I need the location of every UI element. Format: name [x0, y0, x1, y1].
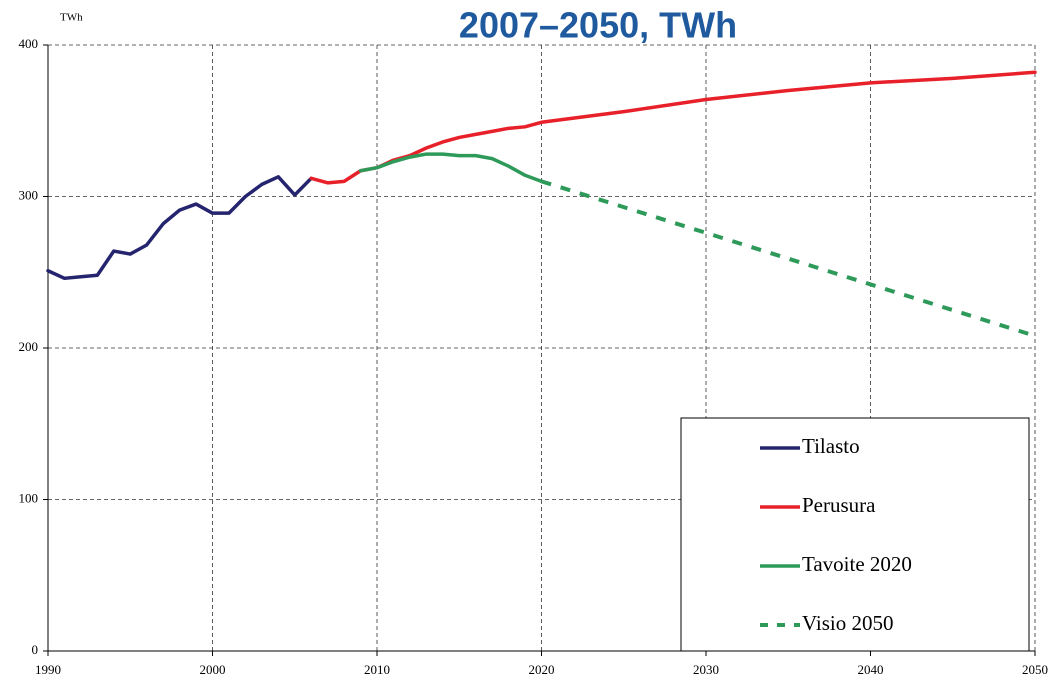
chart-title: 2007–2050, TWh [459, 5, 737, 46]
y-axis-label: TWh [60, 12, 83, 24]
x-tick-label: 2020 [529, 662, 555, 677]
series-line [309, 70, 1037, 185]
x-tick-label: 2050 [1022, 662, 1048, 677]
x-tick-label: 2000 [200, 662, 226, 677]
x-tick-label: 1990 [35, 662, 61, 677]
legend-label: Perusura [802, 493, 876, 517]
legend-label: Tilasto [802, 434, 860, 458]
y-tick-label: 400 [19, 36, 39, 51]
legend-label: Tavoite 2020 [802, 552, 912, 576]
series-line [358, 152, 544, 184]
x-tick-label: 2040 [858, 662, 884, 677]
y-tick-label: 100 [19, 490, 39, 505]
y-tick-label: 0 [32, 642, 39, 657]
series-line [46, 175, 313, 281]
y-tick-label: 300 [19, 187, 39, 202]
series-line [540, 179, 1036, 338]
x-tick-label: 2010 [364, 662, 390, 677]
legend-label: Visio 2050 [802, 611, 894, 635]
x-tick-label: 2030 [693, 662, 719, 677]
legend-box [680, 417, 1030, 652]
y-tick-label: 200 [19, 339, 39, 354]
